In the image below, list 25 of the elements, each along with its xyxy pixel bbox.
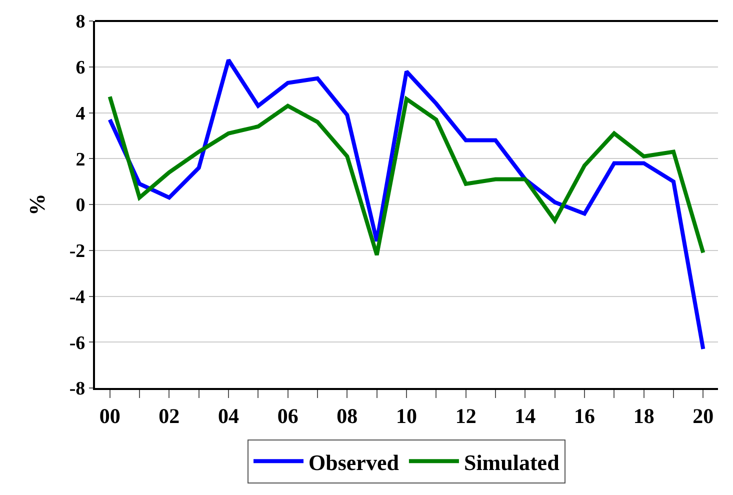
x-tick-label: 06 bbox=[277, 404, 298, 428]
x-tick-label: 18 bbox=[633, 404, 654, 428]
y-tick-label: -4 bbox=[69, 286, 86, 308]
x-tick-label: 10 bbox=[396, 404, 417, 428]
x-tick-label: 00 bbox=[99, 404, 120, 428]
y-tick-label: -6 bbox=[69, 332, 86, 354]
y-tick-label: 4 bbox=[76, 103, 86, 124]
x-tick-label: 20 bbox=[692, 404, 714, 428]
line-series bbox=[108, 94, 706, 257]
x-tick-label: 12 bbox=[455, 404, 476, 428]
line-series bbox=[108, 58, 706, 352]
y-tick-label: 0 bbox=[76, 195, 86, 216]
y-tick-label: -8 bbox=[69, 378, 86, 400]
y-tick-label: 6 bbox=[76, 58, 86, 79]
x-tick-label: 04 bbox=[218, 404, 240, 428]
y-tick-label: -2 bbox=[69, 241, 86, 262]
x-tick-label: 14 bbox=[514, 404, 536, 428]
legend-label: Observed bbox=[308, 450, 399, 475]
legend-label: Simulated bbox=[464, 450, 560, 475]
x-tick-label: 02 bbox=[158, 404, 180, 428]
y-tick-label: 2 bbox=[76, 149, 86, 170]
x-tick-label: 16 bbox=[574, 404, 595, 428]
y-axis-title: % bbox=[24, 194, 50, 216]
x-tick-label: 08 bbox=[336, 404, 358, 428]
y-tick-label: 8 bbox=[76, 12, 86, 33]
